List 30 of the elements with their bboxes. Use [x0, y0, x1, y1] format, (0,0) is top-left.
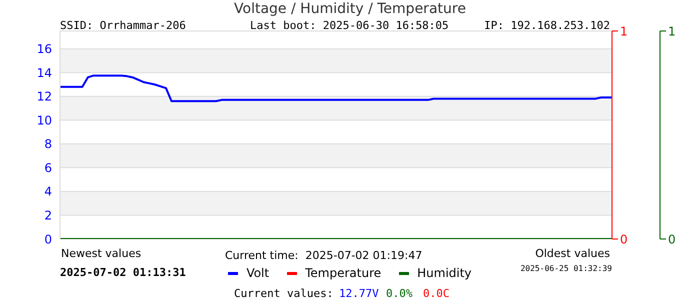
legend-label: Temperature [305, 266, 382, 280]
y2-tick-label: 0 [620, 232, 628, 246]
y-tick-label: 2 [44, 208, 52, 222]
y-tick-label: 16 [36, 42, 52, 56]
y2-tick-label: 1 [620, 24, 628, 38]
y-tick-label: 12 [36, 90, 52, 104]
text: 2025-06-25 01:32:39 [520, 264, 612, 273]
y-tick-label: 0 [44, 232, 52, 246]
annotation: IP: 192.168.253.102 [484, 19, 610, 32]
chart-title: Voltage / Humidity / Temperature [233, 1, 467, 17]
text: 0.0% [386, 287, 412, 300]
legend-label: Humidity [417, 266, 472, 280]
y3-tick-label: 1 [668, 24, 676, 38]
text: 0.0C [423, 287, 450, 300]
text: 12.77V [339, 287, 379, 300]
legend-label: Volt [246, 266, 270, 280]
y3-tick-label: 0 [668, 232, 676, 246]
y-tick-label: 6 [44, 160, 52, 175]
text: 2025-07-02 01:13:31 [60, 266, 186, 279]
line-series [59, 74, 613, 102]
y-tick-label: 4 [44, 184, 52, 199]
text: Current time: 2025-07-02 01:19:47 [225, 249, 422, 262]
text: Oldest values [535, 247, 610, 260]
annotation: SSID: Orrhammar-206 [60, 19, 186, 32]
y-tick-label: 8 [44, 137, 52, 152]
text: Newest values [61, 247, 142, 260]
y-tick-label: 14 [36, 66, 52, 80]
y-tick-label: 10 [36, 113, 52, 128]
annotation: Last boot: 2025-06-30 16:58:05 [250, 19, 449, 32]
text: Current values: [234, 287, 334, 300]
